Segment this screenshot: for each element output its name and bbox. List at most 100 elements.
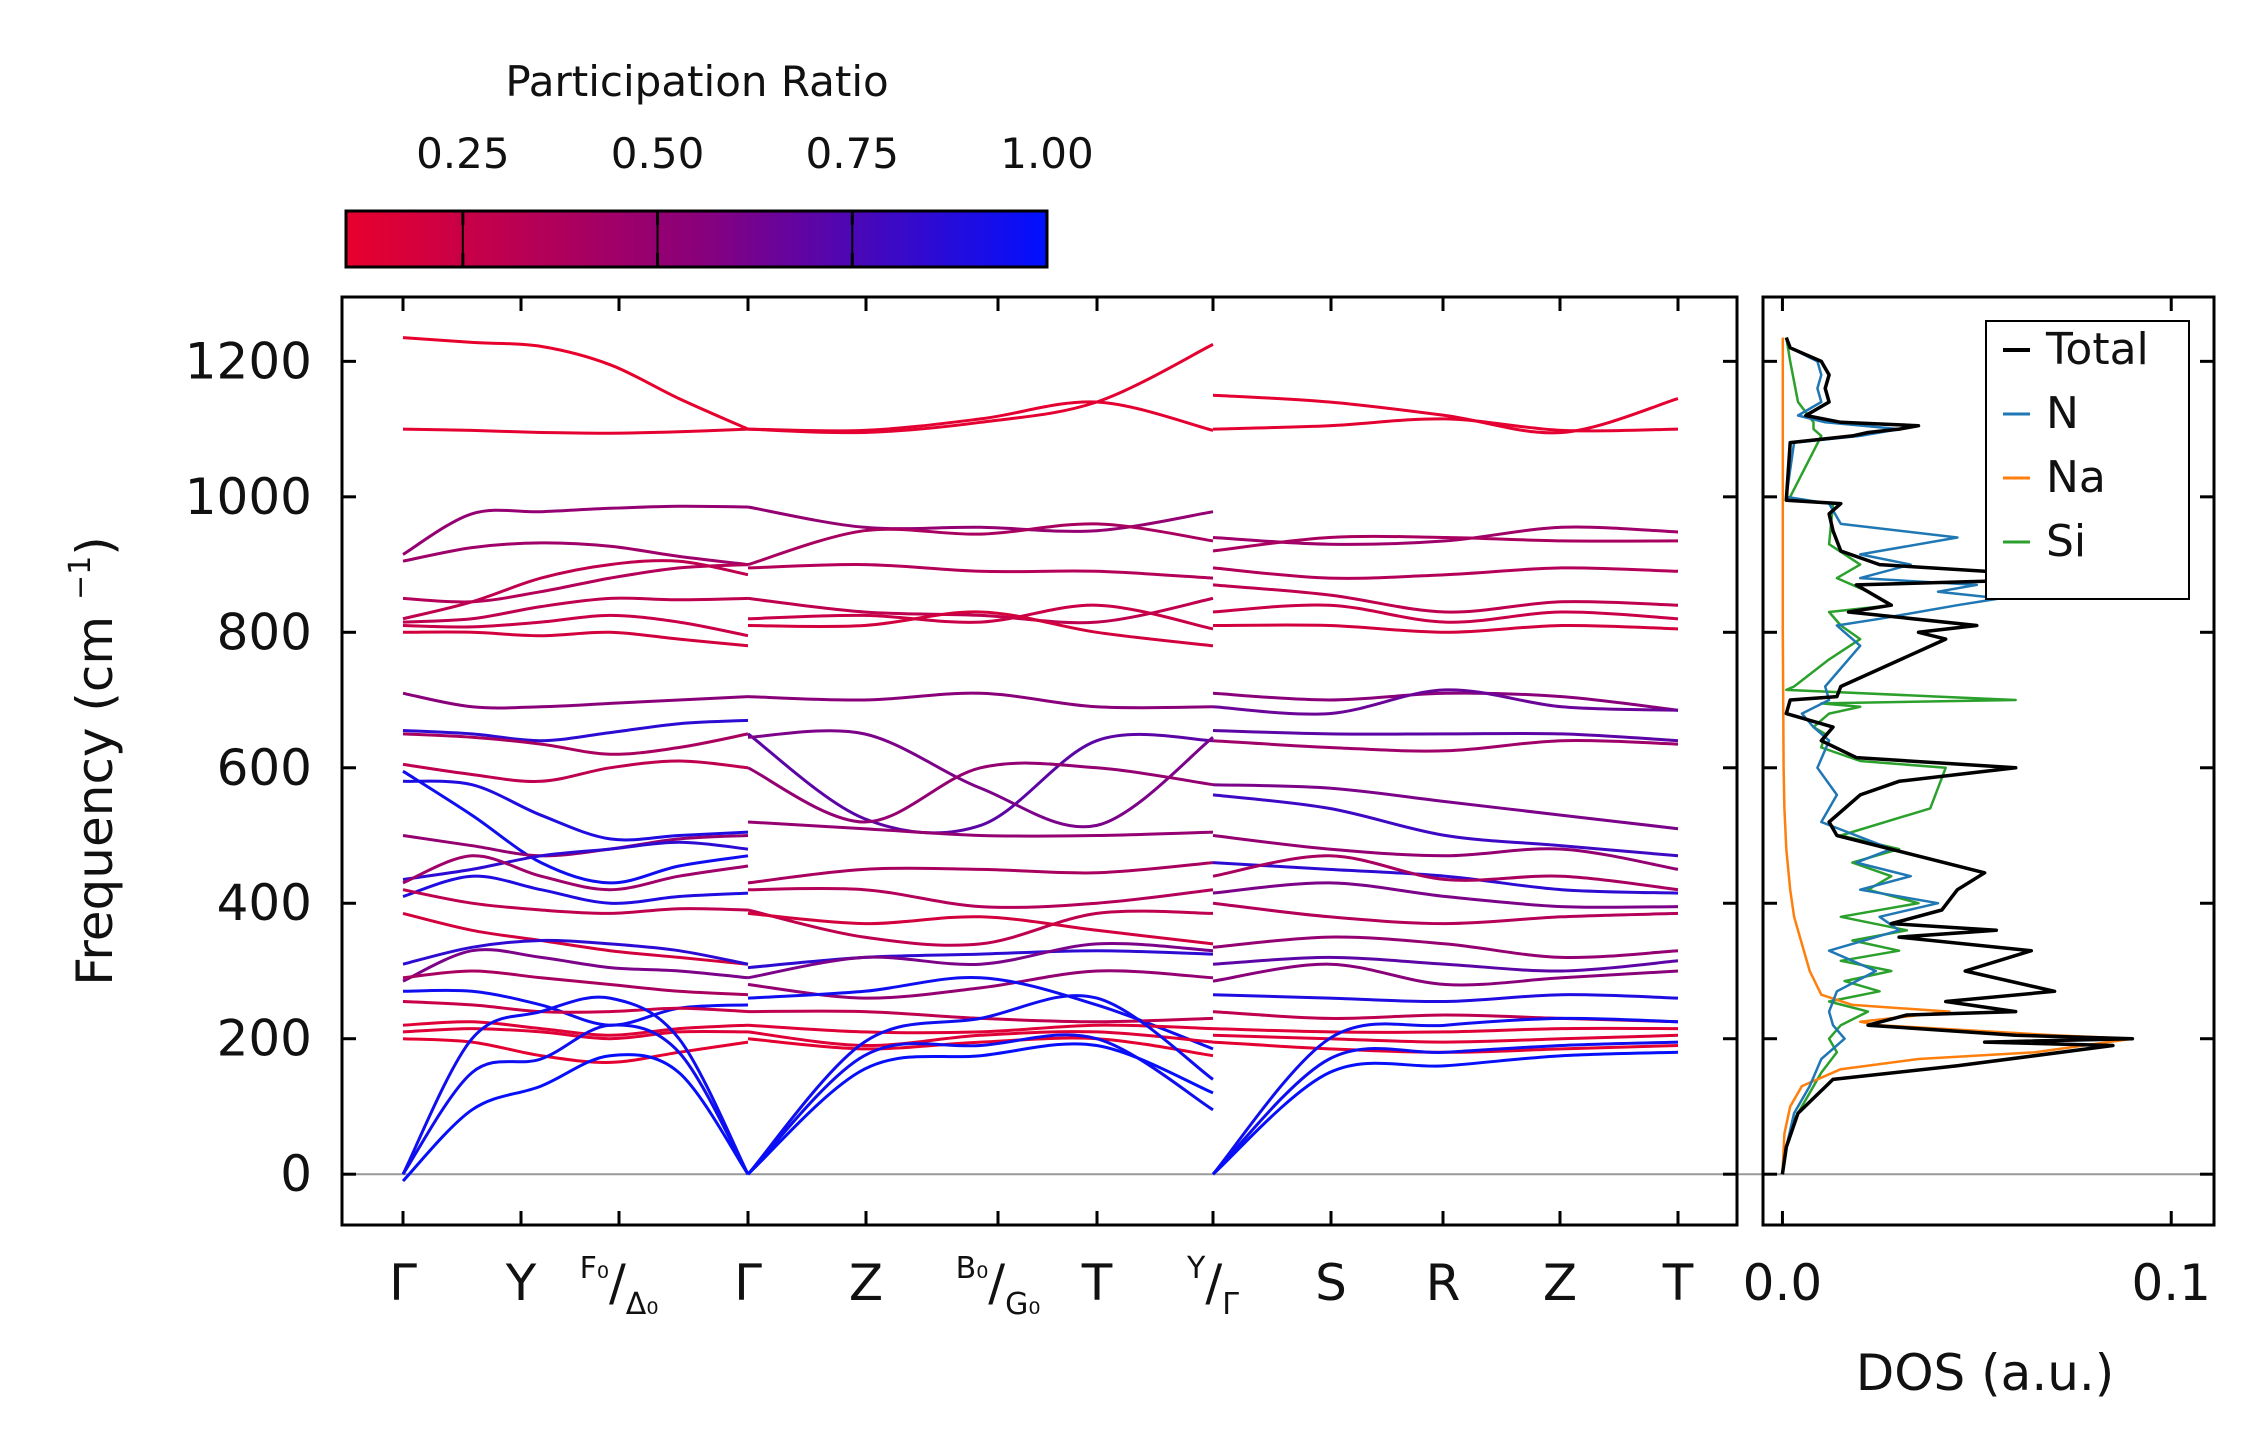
dos-x-axis-label: DOS (a.u.) — [1856, 1344, 2115, 1402]
phonon-band — [402, 596, 749, 624]
phonon-band — [402, 613, 749, 638]
y-tick-label: 200 — [217, 1010, 312, 1068]
phonon-band — [747, 522, 1214, 567]
y-tick-label: 1000 — [185, 468, 312, 526]
phonon-band — [402, 948, 749, 983]
phonon-band — [1212, 688, 1679, 716]
phonon-band — [1212, 534, 1679, 553]
y-axis-label-tail: ) — [66, 536, 124, 556]
dos-line-total — [1780, 336, 2135, 1175]
phonon-band — [1212, 793, 1679, 858]
phonon-band — [402, 559, 749, 621]
phonon-band — [747, 729, 1214, 829]
phonon-band — [1212, 623, 1679, 634]
phonon-band — [401, 1023, 750, 1176]
phonon-band — [1211, 1040, 1679, 1176]
x-tick-label: T — [1662, 1254, 1694, 1312]
phonon-band — [746, 1042, 1214, 1176]
phonon-band — [1212, 729, 1679, 743]
phonon-band — [1212, 566, 1679, 580]
x-tick-label: Y — [505, 1254, 537, 1312]
y-axis-label: Frequency (cm −1) — [63, 536, 124, 986]
phonon-band — [1212, 1050, 1679, 1176]
phonon-band — [747, 732, 1214, 835]
phonon-band — [1212, 393, 1679, 435]
phonon-band — [402, 691, 749, 710]
dos-line-n — [1781, 337, 2002, 1175]
phonon-band — [747, 603, 1214, 631]
phonon-band — [1212, 881, 1679, 909]
phonon-band — [747, 861, 1214, 885]
x-tick-label: F₀/Δ₀ — [580, 1251, 659, 1322]
phonon-band — [402, 759, 749, 783]
phonon-band — [401, 1053, 750, 1183]
phonon-band — [747, 1030, 1214, 1048]
phonon-band — [402, 1000, 749, 1014]
phonon-band — [401, 995, 750, 1175]
phonon-band — [402, 1020, 749, 1037]
colorbar-tick-label: 0.25 — [416, 129, 510, 178]
colorbar-title: Participation Ratio — [505, 57, 888, 106]
phonon-band — [402, 874, 749, 905]
phonon-band — [1212, 783, 1679, 831]
phonon-band — [747, 691, 1214, 710]
colorbar-tick-label: 1.00 — [1000, 129, 1094, 178]
y-tick-label: 600 — [217, 739, 312, 797]
phonon-band — [402, 888, 749, 915]
phonon-band — [747, 908, 1214, 947]
phonon-band — [402, 718, 749, 743]
phonon-band — [402, 854, 749, 892]
phonon-band — [1211, 1016, 1679, 1176]
phonon-band — [402, 336, 749, 431]
phonon-band — [1212, 861, 1679, 895]
colorbar-tick-label: 0.75 — [806, 129, 900, 178]
dos-panel: 0.0 0.1 DOS (a.u.) Total N Na Si — [1743, 295, 2216, 1402]
phonon-band — [402, 969, 749, 997]
phonon-band — [747, 505, 1214, 533]
phonon-band — [402, 840, 749, 881]
phonon-band — [747, 400, 1214, 433]
phonon-band — [1212, 1026, 1679, 1034]
legend-label-n: N — [2046, 388, 2079, 439]
dos-x-tick-label: 0.1 — [2131, 1254, 2211, 1312]
legend-label-total: Total — [2045, 324, 2149, 375]
phonon-band — [747, 820, 1214, 838]
phonon-band — [747, 343, 1214, 435]
phonon-band — [747, 761, 1214, 824]
y-axis-label-superscript: −1 — [63, 556, 98, 600]
phonon-band — [402, 1027, 749, 1041]
y-tick-label: 400 — [217, 874, 312, 932]
y-axis-label-text: Frequency (cm — [66, 616, 124, 986]
band-structure-panel: 0 200 400 600 800 1000 1200 Γ Y F₀/Δ₀ Γ Z B₀/G₀ T Y/Γ S… — [63, 295, 2214, 1322]
x-tick-label: Y/Γ — [1186, 1251, 1239, 1322]
phonon-band — [747, 1036, 1214, 1058]
legend-label-na: Na — [2046, 452, 2106, 503]
x-tick-label: Γ — [734, 1254, 762, 1312]
phonon-band — [402, 630, 749, 648]
phonon-band — [747, 1023, 1214, 1035]
phonon-band — [1212, 691, 1679, 712]
x-tick-label: Z — [849, 1254, 883, 1312]
phonon-band — [747, 610, 1214, 648]
phonon-band — [1212, 834, 1679, 871]
phonon-band — [402, 911, 749, 966]
x-tick-label: T — [1081, 1254, 1113, 1312]
dos-x-tick-label: 0.0 — [1743, 1254, 1823, 1312]
phonon-band — [1212, 901, 1679, 926]
x-tick-label: R — [1426, 1254, 1461, 1312]
x-tick-label: Γ — [389, 1254, 417, 1312]
phonon-band — [747, 596, 1214, 625]
phonon-band — [402, 541, 749, 567]
phonon-band — [747, 942, 1214, 980]
phonon-band — [1212, 935, 1679, 960]
phonon-band — [1212, 955, 1679, 973]
phonon-band — [402, 769, 749, 885]
dos-line-na — [1781, 337, 2134, 1175]
phonon-band — [402, 563, 749, 604]
phonon-band — [402, 427, 749, 435]
phonon-band — [402, 504, 749, 556]
x-tick-label: S — [1315, 1254, 1347, 1312]
phonon-band — [1212, 603, 1679, 624]
phonon-band — [747, 911, 1214, 946]
y-tick-label: 1200 — [185, 332, 312, 390]
